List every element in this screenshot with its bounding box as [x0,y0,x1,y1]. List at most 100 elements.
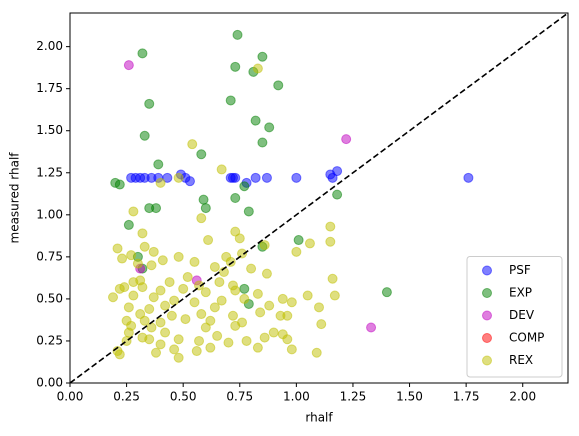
point [223,337,234,348]
y-tick-label: 1.75 [36,81,63,95]
legend-marker [482,288,492,298]
point [169,344,180,355]
point [187,139,198,150]
point [144,334,155,345]
point [282,334,293,345]
point [316,319,327,330]
point [155,339,166,350]
point [123,219,134,230]
point [205,315,216,326]
y-tick-label: 0.00 [36,376,63,390]
point [146,322,157,333]
point [155,285,166,296]
legend-label: PSF [509,263,531,277]
point [155,317,166,328]
point [381,287,392,298]
y-tick-label: 0.75 [36,249,63,263]
x-tick-label: 1.25 [340,390,367,404]
point [200,322,211,333]
point [463,172,474,183]
point [332,189,343,200]
point [139,241,150,252]
point [311,347,322,358]
point [232,29,243,40]
point [123,60,134,71]
point [293,235,304,246]
point [216,164,227,175]
point [264,300,275,311]
legend-label: COMP [509,331,544,345]
point [173,172,184,183]
point [200,203,211,214]
point [243,206,254,217]
point [157,255,168,266]
point [264,122,275,133]
y-axis-label: measured rhalf [8,152,22,244]
point [304,238,315,249]
point [166,310,177,321]
point [173,251,184,262]
x-tick-label: 1.75 [453,390,480,404]
x-tick-label: 2.00 [509,390,536,404]
y-tick-label: 1.50 [36,123,63,137]
point [225,256,236,267]
point [252,63,263,74]
point [277,293,288,304]
point [332,166,343,177]
point [194,280,205,291]
point [252,342,263,353]
point [327,273,338,284]
point [205,342,216,353]
point [261,268,272,279]
point [200,287,211,298]
point [114,283,125,294]
point [148,292,159,303]
point [286,297,297,308]
point [112,243,123,254]
point [203,235,214,246]
x-tick-label: 1.00 [283,390,310,404]
point [139,130,150,141]
point [259,240,270,251]
point [198,194,209,205]
point [314,302,324,313]
plot-frame [69,12,569,384]
point [216,295,227,306]
x-axis-label: rhalf [305,411,333,425]
point [282,310,293,321]
point [214,277,225,288]
point [182,272,193,283]
point [250,115,261,126]
point [191,346,202,357]
legend-label: EXP [509,286,532,300]
point [246,263,257,274]
point [114,179,125,190]
point [325,236,336,247]
point [234,233,245,244]
point [178,283,189,294]
point [329,290,340,301]
point [135,309,146,320]
point [189,256,200,267]
point [257,51,268,62]
y-tick-label: 0.50 [36,291,63,305]
point [250,172,261,183]
point [184,176,195,187]
y-tick-label: 1.00 [36,207,63,221]
point [108,292,119,303]
point [114,349,125,360]
point [126,250,137,261]
point [153,159,164,170]
point [160,300,171,311]
point [261,172,272,183]
point [302,290,313,301]
point [173,352,184,363]
point [117,253,128,264]
legend-marker [482,333,492,343]
diagonal-line [69,12,569,384]
point [225,95,236,106]
legend-label: REX [509,353,533,367]
point [341,134,352,145]
point [164,277,175,288]
point [252,288,263,299]
